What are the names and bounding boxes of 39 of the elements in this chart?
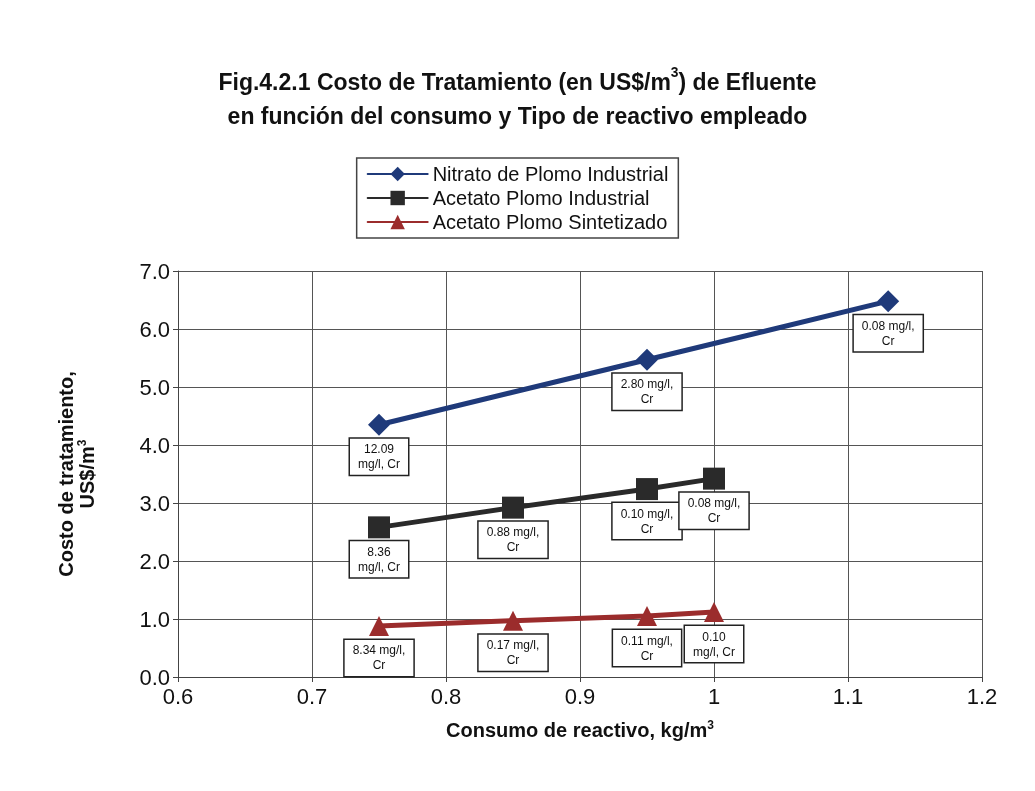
- y-tick-label: 3.0: [139, 490, 170, 516]
- point: [636, 478, 658, 501]
- annotation: 8.36 mg/l, Cr: [358, 544, 400, 574]
- annotation: 0.11 mg/l, Cr: [621, 633, 673, 663]
- y-tick-label: 6.0: [139, 316, 170, 342]
- point: [503, 610, 523, 631]
- point: [703, 467, 725, 490]
- x-tick-label: 0.7: [296, 683, 328, 709]
- point: [636, 348, 658, 371]
- annotation: 12.09 mg/l, Cr: [358, 442, 400, 472]
- y-tick-label: 7.0: [139, 258, 170, 284]
- annotation: 0.88 mg/l, Cr: [486, 525, 540, 555]
- legend-label: Acetato Plomo Sintetizado: [432, 211, 668, 233]
- annotation: 0.08 mg/l, Cr: [687, 496, 741, 526]
- point: [502, 496, 524, 519]
- x-tick-label: 1: [707, 683, 721, 709]
- point: [704, 602, 724, 623]
- x-tick-label: 0.9: [564, 683, 596, 709]
- annotation: 8.34 mg/l, Cr: [352, 643, 406, 673]
- annotation: 0.17 mg/l, Cr: [486, 638, 540, 668]
- y-tick-label: 4.0: [139, 432, 170, 458]
- point: [369, 615, 389, 636]
- y-tick-label: 0.0: [139, 664, 170, 690]
- x-tick-label: 1.1: [832, 683, 864, 709]
- annotation: 0.10 mg/l, Cr: [693, 629, 735, 659]
- annotation: 0.10 mg/l, Cr: [620, 506, 674, 536]
- x-tick-label: 1.2: [966, 683, 998, 709]
- point: [368, 516, 390, 539]
- point: [637, 606, 657, 627]
- point: [877, 290, 900, 313]
- point: [368, 413, 390, 436]
- annotation: 0.08 mg/l, Cr: [861, 318, 915, 348]
- legend-label: Acetato Plomo Industrial: [432, 187, 650, 209]
- legend-label: Nitrato de Plomo Industrial: [432, 163, 669, 185]
- y-tick-label: 2.0: [139, 548, 170, 574]
- y-tick-label: 5.0: [139, 374, 170, 400]
- y-tick-label: 1.0: [139, 606, 170, 632]
- annotation: 2.80 mg/l, Cr: [620, 377, 674, 407]
- x-tick-label: 0.8: [430, 683, 462, 709]
